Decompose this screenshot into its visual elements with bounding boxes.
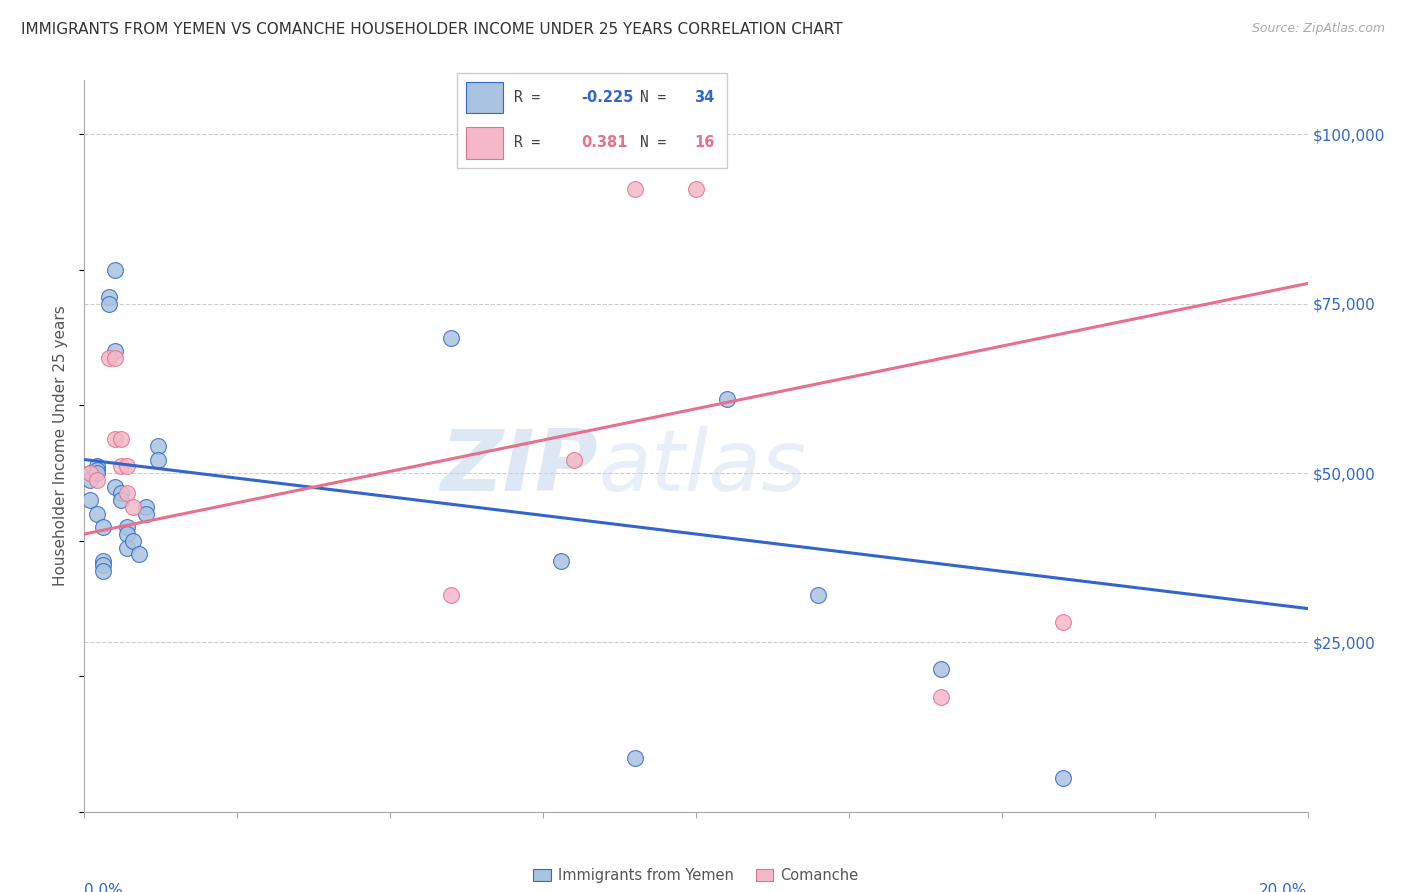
- Point: [1052, 615, 1074, 629]
- Text: 20.0%: 20.0%: [1260, 883, 1308, 892]
- Point: [135, 500, 157, 514]
- Point: [104, 432, 127, 446]
- Point: [110, 459, 132, 474]
- Point: [104, 351, 127, 365]
- Point: [79, 473, 101, 487]
- Point: [91, 564, 114, 578]
- Point: [562, 452, 585, 467]
- Text: IMMIGRANTS FROM YEMEN VS COMANCHE HOUSEHOLDER INCOME UNDER 25 YEARS CORRELATION : IMMIGRANTS FROM YEMEN VS COMANCHE HOUSEH…: [21, 22, 842, 37]
- Legend: Immigrants from Yemen, Comanche: Immigrants from Yemen, Comanche: [527, 862, 865, 888]
- Point: [91, 554, 114, 568]
- Point: [115, 520, 138, 534]
- Point: [86, 466, 108, 480]
- Point: [115, 486, 138, 500]
- Text: ZIP: ZIP: [440, 426, 598, 509]
- Point: [79, 466, 101, 480]
- Point: [1052, 771, 1074, 785]
- Point: [135, 507, 157, 521]
- Point: [104, 344, 127, 359]
- Point: [115, 459, 138, 474]
- Point: [685, 181, 707, 195]
- Point: [97, 351, 120, 365]
- Text: Source: ZipAtlas.com: Source: ZipAtlas.com: [1251, 22, 1385, 36]
- Point: [86, 507, 108, 521]
- Point: [97, 290, 120, 304]
- Point: [110, 432, 132, 446]
- Text: 0.0%: 0.0%: [84, 883, 124, 892]
- Point: [122, 533, 145, 548]
- Point: [104, 480, 127, 494]
- Point: [86, 459, 108, 474]
- Point: [624, 750, 647, 764]
- Point: [440, 331, 463, 345]
- Y-axis label: Householder Income Under 25 years: Householder Income Under 25 years: [53, 306, 69, 586]
- Point: [929, 690, 952, 704]
- Point: [550, 554, 572, 568]
- Point: [146, 452, 169, 467]
- Point: [110, 493, 132, 508]
- Point: [86, 473, 108, 487]
- Point: [91, 558, 114, 572]
- Point: [440, 588, 463, 602]
- Point: [807, 588, 830, 602]
- Point: [128, 547, 150, 561]
- Point: [110, 486, 132, 500]
- Point: [115, 527, 138, 541]
- Point: [104, 263, 127, 277]
- Point: [146, 439, 169, 453]
- Point: [86, 463, 108, 477]
- Point: [97, 297, 120, 311]
- Point: [716, 392, 738, 406]
- Point: [79, 493, 101, 508]
- Point: [122, 500, 145, 514]
- Point: [624, 181, 647, 195]
- Text: atlas: atlas: [598, 426, 806, 509]
- Point: [929, 663, 952, 677]
- Point: [79, 466, 101, 480]
- Point: [115, 541, 138, 555]
- Point: [91, 520, 114, 534]
